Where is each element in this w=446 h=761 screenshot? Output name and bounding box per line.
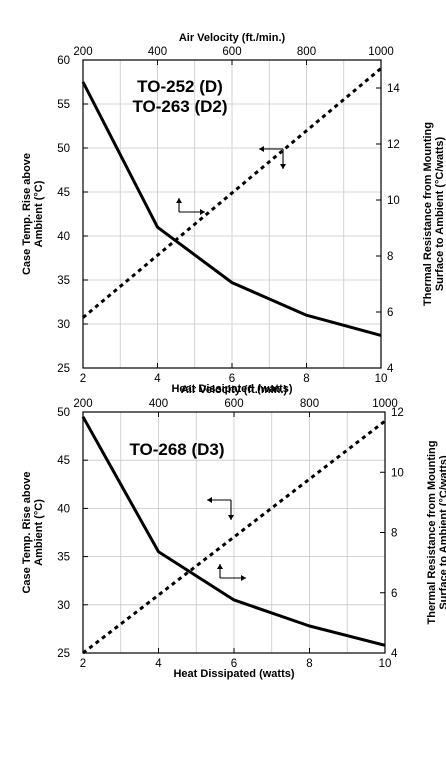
y2-tick-label: 10: [387, 195, 400, 207]
y2-tick-label: 10: [391, 467, 404, 479]
x-tick-label: 2: [80, 658, 86, 670]
down-arrow-head: [228, 515, 234, 520]
x2-tick-label: 400: [148, 46, 167, 58]
up-arrow-head: [217, 564, 223, 569]
y-tick-label: 25: [57, 363, 70, 375]
x2-tick-label: 200: [73, 46, 92, 58]
y-axis-title: Case Temp. Rise aboveAmbient (°C): [21, 153, 45, 275]
package-label: TO-268 (D3): [129, 440, 224, 459]
x-axis-title: Heat Dissipated (watts): [173, 668, 294, 680]
y2-tick-label: 4: [391, 648, 398, 660]
y-axis-title-line: Case Temp. Rise above: [21, 471, 33, 593]
x2-tick-label: 600: [224, 398, 243, 410]
y-tick-label: 40: [57, 231, 70, 243]
y-tick-label: 25: [57, 648, 70, 660]
y-tick-label: 30: [57, 600, 70, 612]
y-tick-label: 40: [57, 503, 70, 515]
y2-axis-title-line: Thermal Resistance from Mounting: [422, 122, 434, 306]
package-label: TO-263 (D2): [132, 97, 227, 116]
y-tick-label: 30: [57, 319, 70, 331]
y-tick-label: 35: [57, 552, 70, 564]
y2-tick-label: 14: [387, 83, 400, 95]
y2-tick-label: 4: [387, 363, 394, 375]
x2-tick-label: 600: [222, 46, 241, 58]
left-arrow-head: [207, 497, 212, 503]
y-tick-label: 55: [57, 99, 70, 111]
y2-axis-title: Thermal Resistance from MountingSurface …: [422, 122, 446, 306]
y-tick-label: 35: [57, 275, 70, 287]
x-tick-label: 8: [303, 373, 309, 385]
x2-axis-title: Air Velocity (ft./min.): [179, 32, 286, 44]
x2-tick-label: 800: [300, 398, 319, 410]
down-arrow-head: [280, 164, 286, 169]
x-tick-label: 10: [379, 658, 392, 670]
y2-tick-label: 12: [391, 407, 404, 419]
x-tick-label: 2: [80, 373, 86, 385]
y2-tick-label: 8: [387, 251, 393, 263]
y2-axis-title-line: Thermal Resistance from Mounting: [426, 441, 438, 625]
y2-tick-label: 6: [387, 307, 393, 319]
package-label: TO-252 (D): [137, 77, 223, 96]
x2-axis-title: Air Velocity (ft./min.): [181, 384, 288, 396]
x-tick-label: 4: [154, 373, 161, 385]
left-arrow-head: [259, 146, 264, 152]
y2-axis-title: Thermal Resistance from MountingSurface …: [426, 441, 446, 625]
y-tick-label: 45: [57, 455, 70, 467]
y-tick-label: 45: [57, 187, 70, 199]
y2-axis-title-line: Surface to Ambient (°C/watts): [438, 455, 446, 610]
y2-axis-title-line: Surface to Ambient (°C/watts): [434, 136, 446, 291]
y2-tick-label: 6: [391, 588, 397, 600]
x2-tick-label: 1000: [368, 46, 394, 58]
y2-tick-label: 12: [387, 139, 400, 151]
y-axis-title-line: Ambient (°C): [33, 499, 45, 566]
x-tick-label: 4: [155, 658, 162, 670]
x-tick-label: 10: [375, 373, 388, 385]
right-arrow-head: [200, 209, 205, 215]
y-axis-title-line: Ambient (°C): [33, 180, 45, 247]
x2-tick-label: 200: [73, 398, 92, 410]
y-axis-title: Case Temp. Rise aboveAmbient (°C): [21, 471, 45, 593]
up-arrow-head: [176, 198, 182, 203]
y-tick-label: 50: [57, 407, 70, 419]
y-tick-label: 50: [57, 143, 70, 155]
x2-tick-label: 800: [297, 46, 316, 58]
y-tick-label: 60: [57, 55, 70, 67]
right-arrow-head: [241, 575, 246, 581]
x-tick-label: 8: [306, 658, 312, 670]
y-axis-title-line: Case Temp. Rise above: [21, 153, 33, 275]
x2-tick-label: 400: [149, 398, 168, 410]
y2-tick-label: 8: [391, 528, 397, 540]
